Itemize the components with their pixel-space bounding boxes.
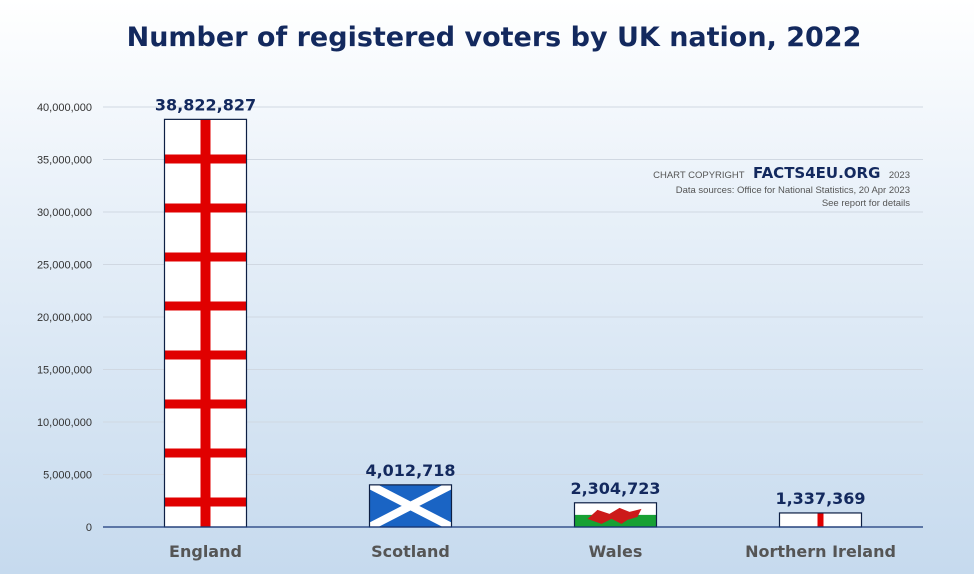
bar-scotland xyxy=(369,484,452,527)
chart-title: Number of registered voters by UK nation… xyxy=(127,22,862,53)
y-tick-label: 20,000,000 xyxy=(37,312,92,324)
credit-year: 2023 xyxy=(889,170,910,181)
x-tick-label: Northern Ireland xyxy=(745,542,896,561)
y-tick-label: 10,000,000 xyxy=(37,417,92,429)
y-tick-label: 5,000,000 xyxy=(43,470,92,482)
chart-credit: CHART COPYRIGHT FACTS4EU.ORG 2023 Data s… xyxy=(653,164,910,209)
credit-prefix: CHART COPYRIGHT xyxy=(653,170,745,181)
x-tick-label: Wales xyxy=(589,542,643,561)
y-tick-label: 40,000,000 xyxy=(37,102,92,114)
y-tick-label: 0 xyxy=(86,522,92,534)
data-labels: 38,822,827 4,012,718 2,304,723 1,337,369 xyxy=(155,95,866,508)
bar-northern-ireland xyxy=(779,512,862,527)
data-label: 2,304,723 xyxy=(570,479,660,498)
credit-note: See report for details xyxy=(822,198,910,209)
bar-england xyxy=(164,119,247,527)
credit-copyright-line: CHART COPYRIGHT FACTS4EU.ORG 2023 xyxy=(653,164,910,182)
y-tick-label: 15,000,000 xyxy=(37,365,92,377)
bar-wales xyxy=(574,502,657,527)
data-label: 4,012,718 xyxy=(365,461,455,480)
data-label: 1,337,369 xyxy=(775,489,865,508)
x-tick-label: Scotland xyxy=(371,542,450,561)
y-tick-label: 35,000,000 xyxy=(37,155,92,167)
y-tick-label: 30,000,000 xyxy=(37,207,92,219)
data-label: 38,822,827 xyxy=(155,95,256,114)
credit-source: Data sources: Office for National Statis… xyxy=(676,185,910,196)
bars xyxy=(163,118,863,528)
x-tick-label: England xyxy=(169,542,242,561)
y-tick-label: 25,000,000 xyxy=(37,260,92,272)
y-axis-ticks: 0 5,000,000 10,000,000 15,000,000 20,000,000… xyxy=(37,102,92,534)
x-axis-ticks: England Scotland Wales Northern Ireland xyxy=(169,542,896,561)
credit-brand: FACTS4EU.ORG xyxy=(753,164,880,182)
